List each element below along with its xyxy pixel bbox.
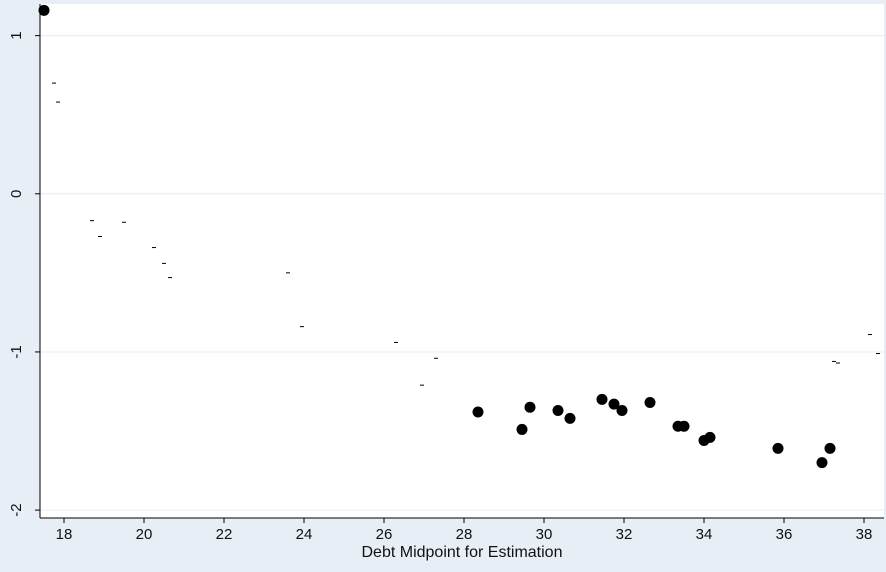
y-tick-label: 1 (8, 31, 25, 39)
x-tick-label: 26 (376, 526, 393, 543)
x-tick-label: 20 (136, 526, 153, 543)
data-point (704, 431, 716, 443)
data-point (596, 393, 608, 405)
data-point (644, 397, 656, 409)
x-tick-label: 18 (56, 526, 73, 543)
data-point (824, 442, 836, 454)
data-point (772, 442, 784, 454)
x-tick-label: 36 (776, 526, 793, 543)
x-tick-label: 24 (296, 526, 313, 543)
x-axis-title: Debt Midpoint for Estimation (362, 544, 563, 561)
data-point (38, 4, 50, 16)
y-tick-label: 0 (8, 190, 25, 198)
data-point (552, 404, 564, 416)
x-tick-label: 30 (536, 526, 553, 543)
data-point (564, 412, 576, 424)
x-tick-label: 22 (216, 526, 233, 543)
y-tick-label: -2 (8, 503, 25, 516)
data-point (516, 423, 528, 435)
axis-tick-labels: 1 0 -1 -2 18 20 22 24 26 28 30 32 34 36 38 (8, 31, 872, 543)
gridlines (40, 35, 884, 511)
data-points (38, 4, 880, 469)
x-tick-label: 28 (456, 526, 473, 543)
data-point (816, 457, 828, 469)
x-tick-label: 34 (696, 526, 713, 543)
data-point (608, 398, 620, 410)
data-point (616, 404, 628, 416)
y-tick-label: -1 (8, 345, 25, 358)
data-point (678, 420, 690, 432)
x-tick-label: 38 (856, 526, 873, 543)
plot-area (40, 4, 884, 518)
data-point (524, 401, 536, 413)
axis-ticks (35, 35, 865, 523)
x-tick-label: 32 (616, 526, 633, 543)
data-point (472, 406, 484, 418)
